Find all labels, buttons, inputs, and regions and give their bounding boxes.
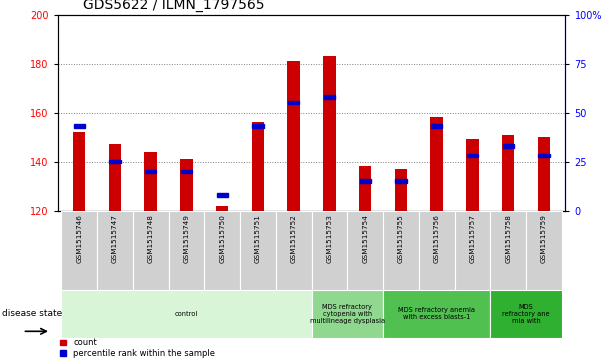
Bar [430,117,443,211]
Legend: count, percentile rank within the sample: count, percentile rank within the sample [59,338,216,359]
Text: disease state: disease state [2,310,62,318]
Bar [395,179,407,183]
Bar [216,193,228,197]
Bar [431,125,443,128]
Bar [467,154,478,158]
FancyBboxPatch shape [61,211,97,290]
Text: GSM1515749: GSM1515749 [184,215,190,264]
Bar [324,95,335,99]
Bar [180,159,193,211]
FancyBboxPatch shape [526,211,562,290]
FancyBboxPatch shape [419,211,455,290]
Bar [145,170,156,173]
Bar [181,170,192,173]
Bar [466,139,478,211]
Bar [109,144,121,211]
Bar [288,61,300,211]
Text: GSM1515747: GSM1515747 [112,215,118,264]
FancyBboxPatch shape [347,211,383,290]
Bar [252,125,264,128]
FancyBboxPatch shape [383,211,419,290]
Bar [216,205,229,211]
Text: MDS
refractory ane
mia with: MDS refractory ane mia with [502,304,550,324]
Text: GSM1515755: GSM1515755 [398,215,404,264]
Text: control: control [175,311,198,317]
Text: GSM1515748: GSM1515748 [148,215,154,264]
FancyBboxPatch shape [204,211,240,290]
FancyBboxPatch shape [383,290,491,338]
Bar [395,169,407,211]
Text: GSM1515746: GSM1515746 [76,215,82,264]
Bar [109,160,120,163]
FancyBboxPatch shape [276,211,311,290]
Text: GSM1515759: GSM1515759 [541,215,547,264]
FancyBboxPatch shape [61,290,311,338]
FancyBboxPatch shape [311,290,383,338]
Text: GSM1515751: GSM1515751 [255,215,261,264]
Text: GSM1515753: GSM1515753 [326,215,333,264]
Text: GSM1515758: GSM1515758 [505,215,511,264]
Text: GSM1515757: GSM1515757 [469,215,475,264]
FancyBboxPatch shape [133,211,168,290]
Text: GSM1515750: GSM1515750 [219,215,225,264]
Text: GDS5622 / ILMN_1797565: GDS5622 / ILMN_1797565 [83,0,264,12]
Bar [359,179,371,183]
FancyBboxPatch shape [168,211,204,290]
FancyBboxPatch shape [491,290,562,338]
Bar [502,135,514,211]
FancyBboxPatch shape [455,211,491,290]
Text: MDS refractory anemia
with excess blasts-1: MDS refractory anemia with excess blasts… [398,307,475,321]
Bar [359,166,371,211]
Bar [73,132,86,211]
Text: GSM1515754: GSM1515754 [362,215,368,264]
Bar [74,125,85,128]
FancyBboxPatch shape [97,211,133,290]
FancyBboxPatch shape [311,211,347,290]
Text: MDS refractory
cytopenia with
multilineage dysplasia: MDS refractory cytopenia with multilinea… [310,304,385,324]
Bar [145,152,157,211]
Bar [323,56,336,211]
FancyBboxPatch shape [240,211,276,290]
Bar [503,144,514,148]
Text: GSM1515756: GSM1515756 [434,215,440,264]
Bar [538,154,550,158]
Bar [537,137,550,211]
Text: GSM1515752: GSM1515752 [291,215,297,264]
FancyBboxPatch shape [491,211,526,290]
Bar [288,101,299,105]
Bar [252,122,264,211]
